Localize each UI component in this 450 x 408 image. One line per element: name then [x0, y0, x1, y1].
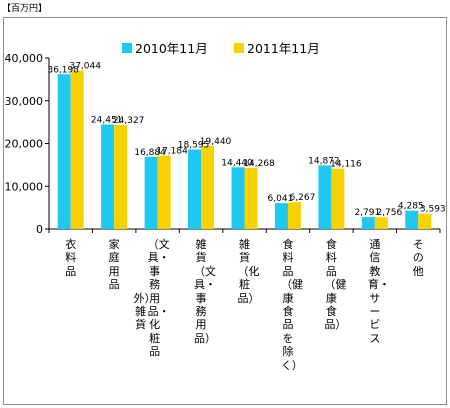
- x-tick-label: 雑貨（文具・事務用品）: [194, 238, 217, 345]
- legend-item-2011: 2011年11月: [234, 38, 320, 57]
- data-label-2010: 24,451: [91, 115, 123, 125]
- x-tick-label: 家庭用品: [108, 238, 120, 292]
- data-label-2010: 18,595: [178, 141, 210, 151]
- bar-2011: [418, 213, 432, 229]
- data-label-2011: 19,440: [200, 137, 232, 147]
- y-tick-label: 30,000: [5, 95, 44, 108]
- legend-swatch-2010: [122, 42, 132, 53]
- data-label-2011: 24,327: [113, 116, 145, 126]
- bar-2010: [101, 124, 115, 229]
- legend-item-2010: 2010年11月: [122, 38, 208, 57]
- bar-2011: [201, 145, 215, 229]
- bar-2011: [331, 168, 345, 229]
- data-label-2011: 14,268: [243, 159, 275, 169]
- data-label-2011: 37,044: [69, 62, 101, 72]
- data-label-2011: 3,593: [420, 205, 446, 215]
- x-tick-label: 雑貨（化粧品）: [237, 238, 260, 305]
- data-label-2011: 6,267: [290, 193, 316, 203]
- data-label-2010: 36,198: [47, 65, 79, 75]
- bar-2010: [318, 165, 332, 229]
- bar-2010: [57, 74, 71, 230]
- chart-frame: [3, 17, 447, 405]
- y-tick-label: 40,000: [5, 52, 44, 65]
- x-tick-label: その他: [412, 238, 424, 278]
- y-tick-label: 10,000: [5, 180, 44, 193]
- bar-2010: [144, 156, 158, 229]
- bar-2010: [405, 210, 419, 229]
- bar-2011: [244, 168, 258, 229]
- unit-label: 【百万円】: [2, 4, 48, 14]
- x-tick-label: 外）雑貨: [133, 291, 156, 332]
- bar-2011: [374, 217, 388, 229]
- x-tick-label: 食料品（健康食品）: [324, 238, 347, 332]
- x-tick-label: 衣料品: [65, 238, 77, 278]
- bar-2010: [274, 203, 288, 229]
- legend-swatch-2011: [234, 42, 244, 53]
- legend-label-2010: 2010年11月: [135, 41, 208, 56]
- data-label-2011: 2,756: [376, 208, 402, 218]
- legend-label-2011: 2011年11月: [247, 41, 320, 56]
- data-label-2010: 16,884: [134, 148, 166, 158]
- bar-2010: [188, 149, 202, 229]
- data-label-2011: 14,116: [330, 160, 362, 170]
- x-tick-label: 食料品（健康食品を除く）: [280, 238, 303, 372]
- bar-2011: [114, 125, 128, 229]
- data-label-2011: 17,184: [156, 147, 188, 157]
- bar-2010: [361, 217, 375, 229]
- data-label-2010: 4,285: [398, 202, 424, 212]
- bar-2010: [231, 167, 245, 229]
- data-label-2010: 14,872: [308, 156, 340, 166]
- x-tick-label: （文具・事務用品・化粧品: [147, 238, 170, 359]
- x-tick-label: 通信教育・サービス: [367, 238, 390, 345]
- bar-2011: [70, 70, 84, 229]
- y-tick-label: 0: [36, 223, 43, 236]
- data-label-2010: 6,041: [268, 194, 294, 204]
- bar-2011: [157, 155, 171, 229]
- data-label-2010: 2,791: [354, 208, 380, 218]
- bar-2011: [287, 202, 301, 229]
- data-label-2010: 14,440: [221, 158, 253, 168]
- y-tick-label: 20,000: [5, 138, 44, 151]
